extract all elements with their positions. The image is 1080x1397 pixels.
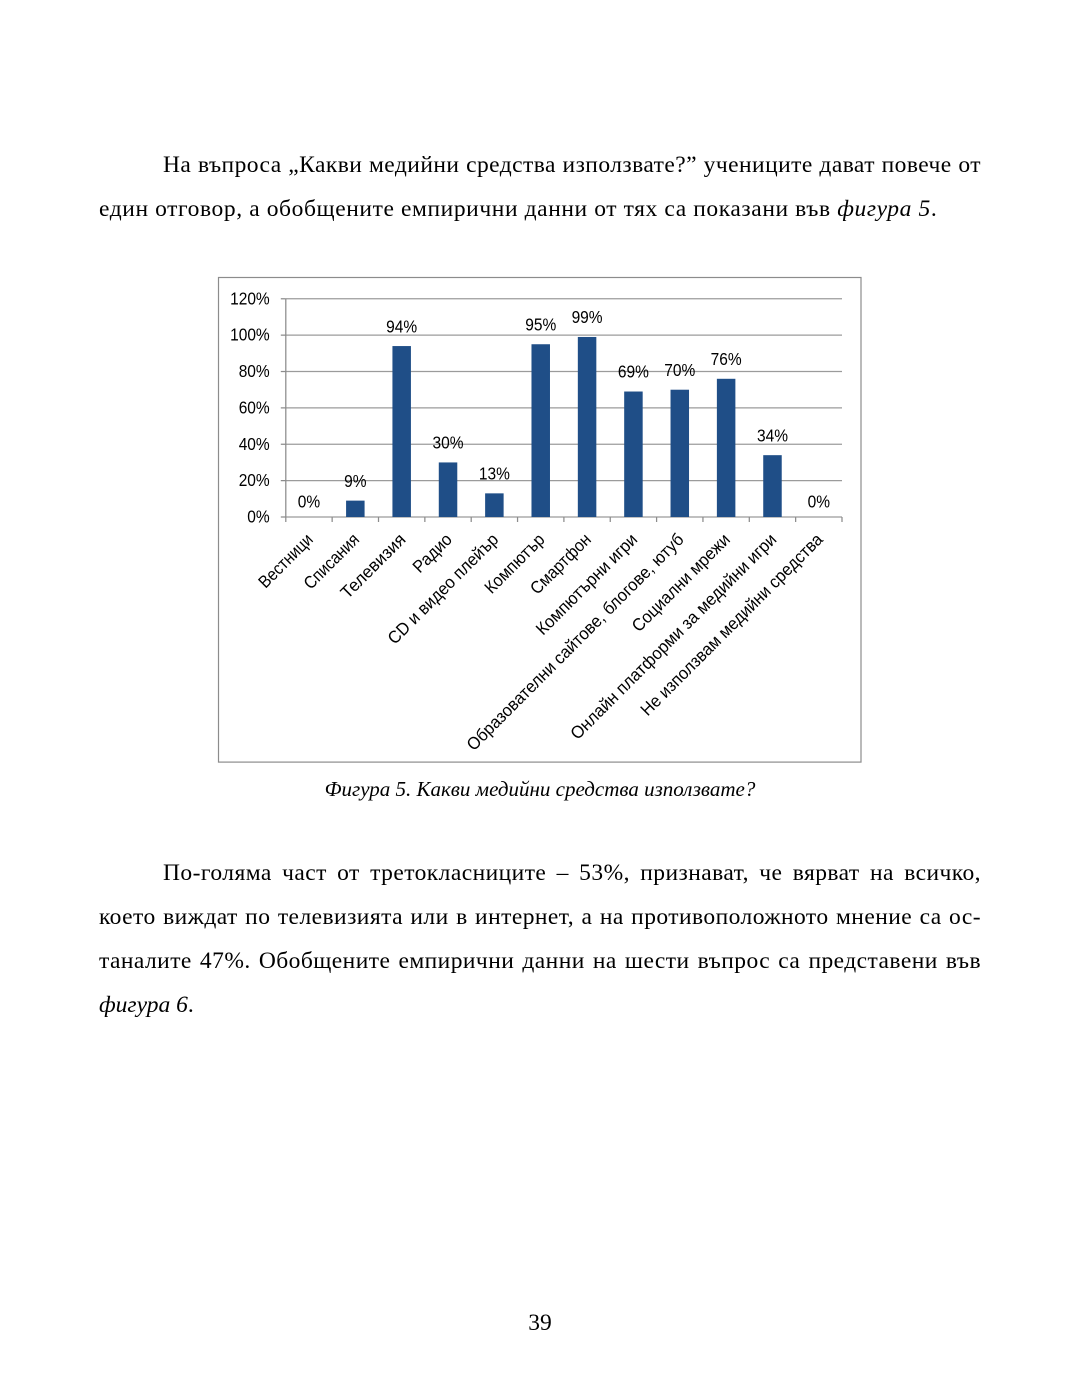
svg-text:20%: 20% [239,470,270,490]
svg-text:40%: 40% [239,434,270,454]
svg-text:0%: 0% [247,506,269,526]
svg-text:70%: 70% [664,360,695,380]
svg-text:0%: 0% [298,492,320,512]
svg-text:9%: 9% [344,471,366,491]
svg-text:30%: 30% [432,433,463,453]
svg-text:120%: 120% [230,288,270,308]
svg-text:94%: 94% [386,316,417,336]
svg-text:99%: 99% [571,307,602,327]
svg-text:76%: 76% [710,349,741,369]
svg-text:34%: 34% [757,425,788,445]
svg-text:95%: 95% [525,314,556,334]
svg-text:60%: 60% [239,397,270,417]
svg-text:69%: 69% [618,362,649,382]
svg-text:13%: 13% [479,464,510,484]
svg-text:80%: 80% [239,361,270,381]
svg-text:0%: 0% [807,492,829,512]
svg-text:100%: 100% [230,325,270,345]
